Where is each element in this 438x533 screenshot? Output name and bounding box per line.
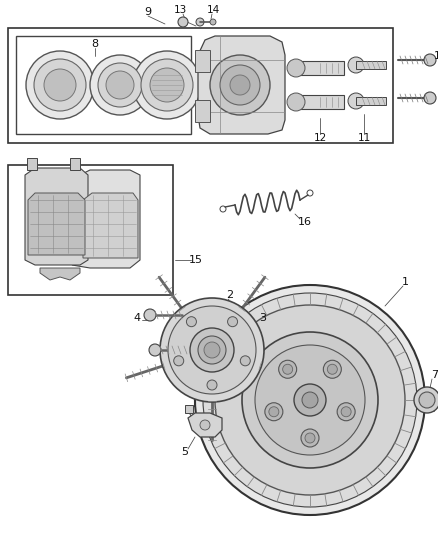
Bar bbox=[8, 165, 173, 295]
Circle shape bbox=[44, 69, 76, 101]
Text: 9: 9 bbox=[145, 7, 152, 17]
Circle shape bbox=[255, 345, 365, 455]
Circle shape bbox=[149, 344, 161, 356]
Bar bbox=[70, 158, 80, 170]
Circle shape bbox=[230, 75, 250, 95]
Circle shape bbox=[190, 328, 234, 372]
Circle shape bbox=[98, 63, 142, 107]
Bar bbox=[195, 100, 210, 122]
Circle shape bbox=[215, 305, 405, 495]
Bar bbox=[16, 36, 191, 134]
Circle shape bbox=[424, 92, 436, 104]
Text: 3: 3 bbox=[259, 313, 266, 323]
Circle shape bbox=[301, 429, 319, 447]
Text: 16: 16 bbox=[298, 217, 312, 227]
Circle shape bbox=[200, 420, 210, 430]
Circle shape bbox=[141, 59, 193, 111]
Circle shape bbox=[26, 51, 94, 119]
Text: 15: 15 bbox=[189, 255, 203, 265]
Text: 11: 11 bbox=[357, 133, 371, 143]
Circle shape bbox=[287, 59, 305, 77]
Bar bbox=[195, 50, 210, 72]
Circle shape bbox=[294, 384, 326, 416]
Circle shape bbox=[279, 360, 297, 378]
Circle shape bbox=[204, 342, 220, 358]
Circle shape bbox=[203, 293, 417, 507]
Circle shape bbox=[106, 71, 134, 99]
Circle shape bbox=[133, 51, 201, 119]
Circle shape bbox=[160, 298, 264, 402]
Circle shape bbox=[414, 387, 438, 413]
Text: 1: 1 bbox=[402, 277, 409, 287]
Bar bbox=[27, 158, 37, 170]
Polygon shape bbox=[188, 413, 222, 437]
Circle shape bbox=[337, 403, 355, 421]
Circle shape bbox=[187, 317, 196, 327]
Circle shape bbox=[210, 55, 270, 115]
Circle shape bbox=[196, 18, 204, 26]
Circle shape bbox=[242, 332, 378, 468]
Circle shape bbox=[419, 392, 435, 408]
Bar bbox=[8, 28, 393, 143]
Polygon shape bbox=[28, 193, 85, 255]
Circle shape bbox=[269, 407, 279, 417]
Circle shape bbox=[283, 364, 293, 374]
Circle shape bbox=[168, 306, 256, 394]
Circle shape bbox=[341, 407, 351, 417]
Bar bbox=[185, 405, 193, 413]
Text: 14: 14 bbox=[206, 5, 219, 15]
Text: 2: 2 bbox=[226, 290, 233, 300]
Circle shape bbox=[265, 403, 283, 421]
Circle shape bbox=[228, 317, 237, 327]
Circle shape bbox=[198, 336, 226, 364]
Circle shape bbox=[323, 360, 341, 378]
Text: 7: 7 bbox=[431, 370, 438, 380]
Circle shape bbox=[327, 364, 337, 374]
Polygon shape bbox=[83, 193, 138, 258]
Bar bbox=[356, 61, 386, 69]
Circle shape bbox=[287, 93, 305, 111]
Circle shape bbox=[348, 57, 364, 73]
Bar bbox=[296, 61, 344, 75]
Circle shape bbox=[174, 356, 184, 366]
Circle shape bbox=[305, 433, 315, 443]
Text: 12: 12 bbox=[313, 133, 327, 143]
Text: 5: 5 bbox=[181, 447, 188, 457]
Circle shape bbox=[424, 54, 436, 66]
Bar bbox=[356, 97, 386, 105]
Polygon shape bbox=[198, 36, 285, 134]
Circle shape bbox=[207, 380, 217, 390]
Text: 10: 10 bbox=[434, 51, 438, 61]
Text: 8: 8 bbox=[92, 39, 99, 49]
Circle shape bbox=[34, 59, 86, 111]
Circle shape bbox=[348, 93, 364, 109]
Polygon shape bbox=[25, 168, 88, 265]
Text: 4: 4 bbox=[134, 313, 141, 323]
Circle shape bbox=[220, 65, 260, 105]
Circle shape bbox=[195, 285, 425, 515]
Circle shape bbox=[178, 17, 188, 27]
Circle shape bbox=[240, 356, 250, 366]
Circle shape bbox=[150, 68, 184, 102]
Polygon shape bbox=[72, 170, 140, 268]
Polygon shape bbox=[40, 268, 80, 280]
Text: 13: 13 bbox=[173, 5, 187, 15]
Circle shape bbox=[302, 392, 318, 408]
Bar bbox=[296, 95, 344, 109]
Circle shape bbox=[144, 309, 156, 321]
Circle shape bbox=[210, 19, 216, 25]
Circle shape bbox=[90, 55, 150, 115]
